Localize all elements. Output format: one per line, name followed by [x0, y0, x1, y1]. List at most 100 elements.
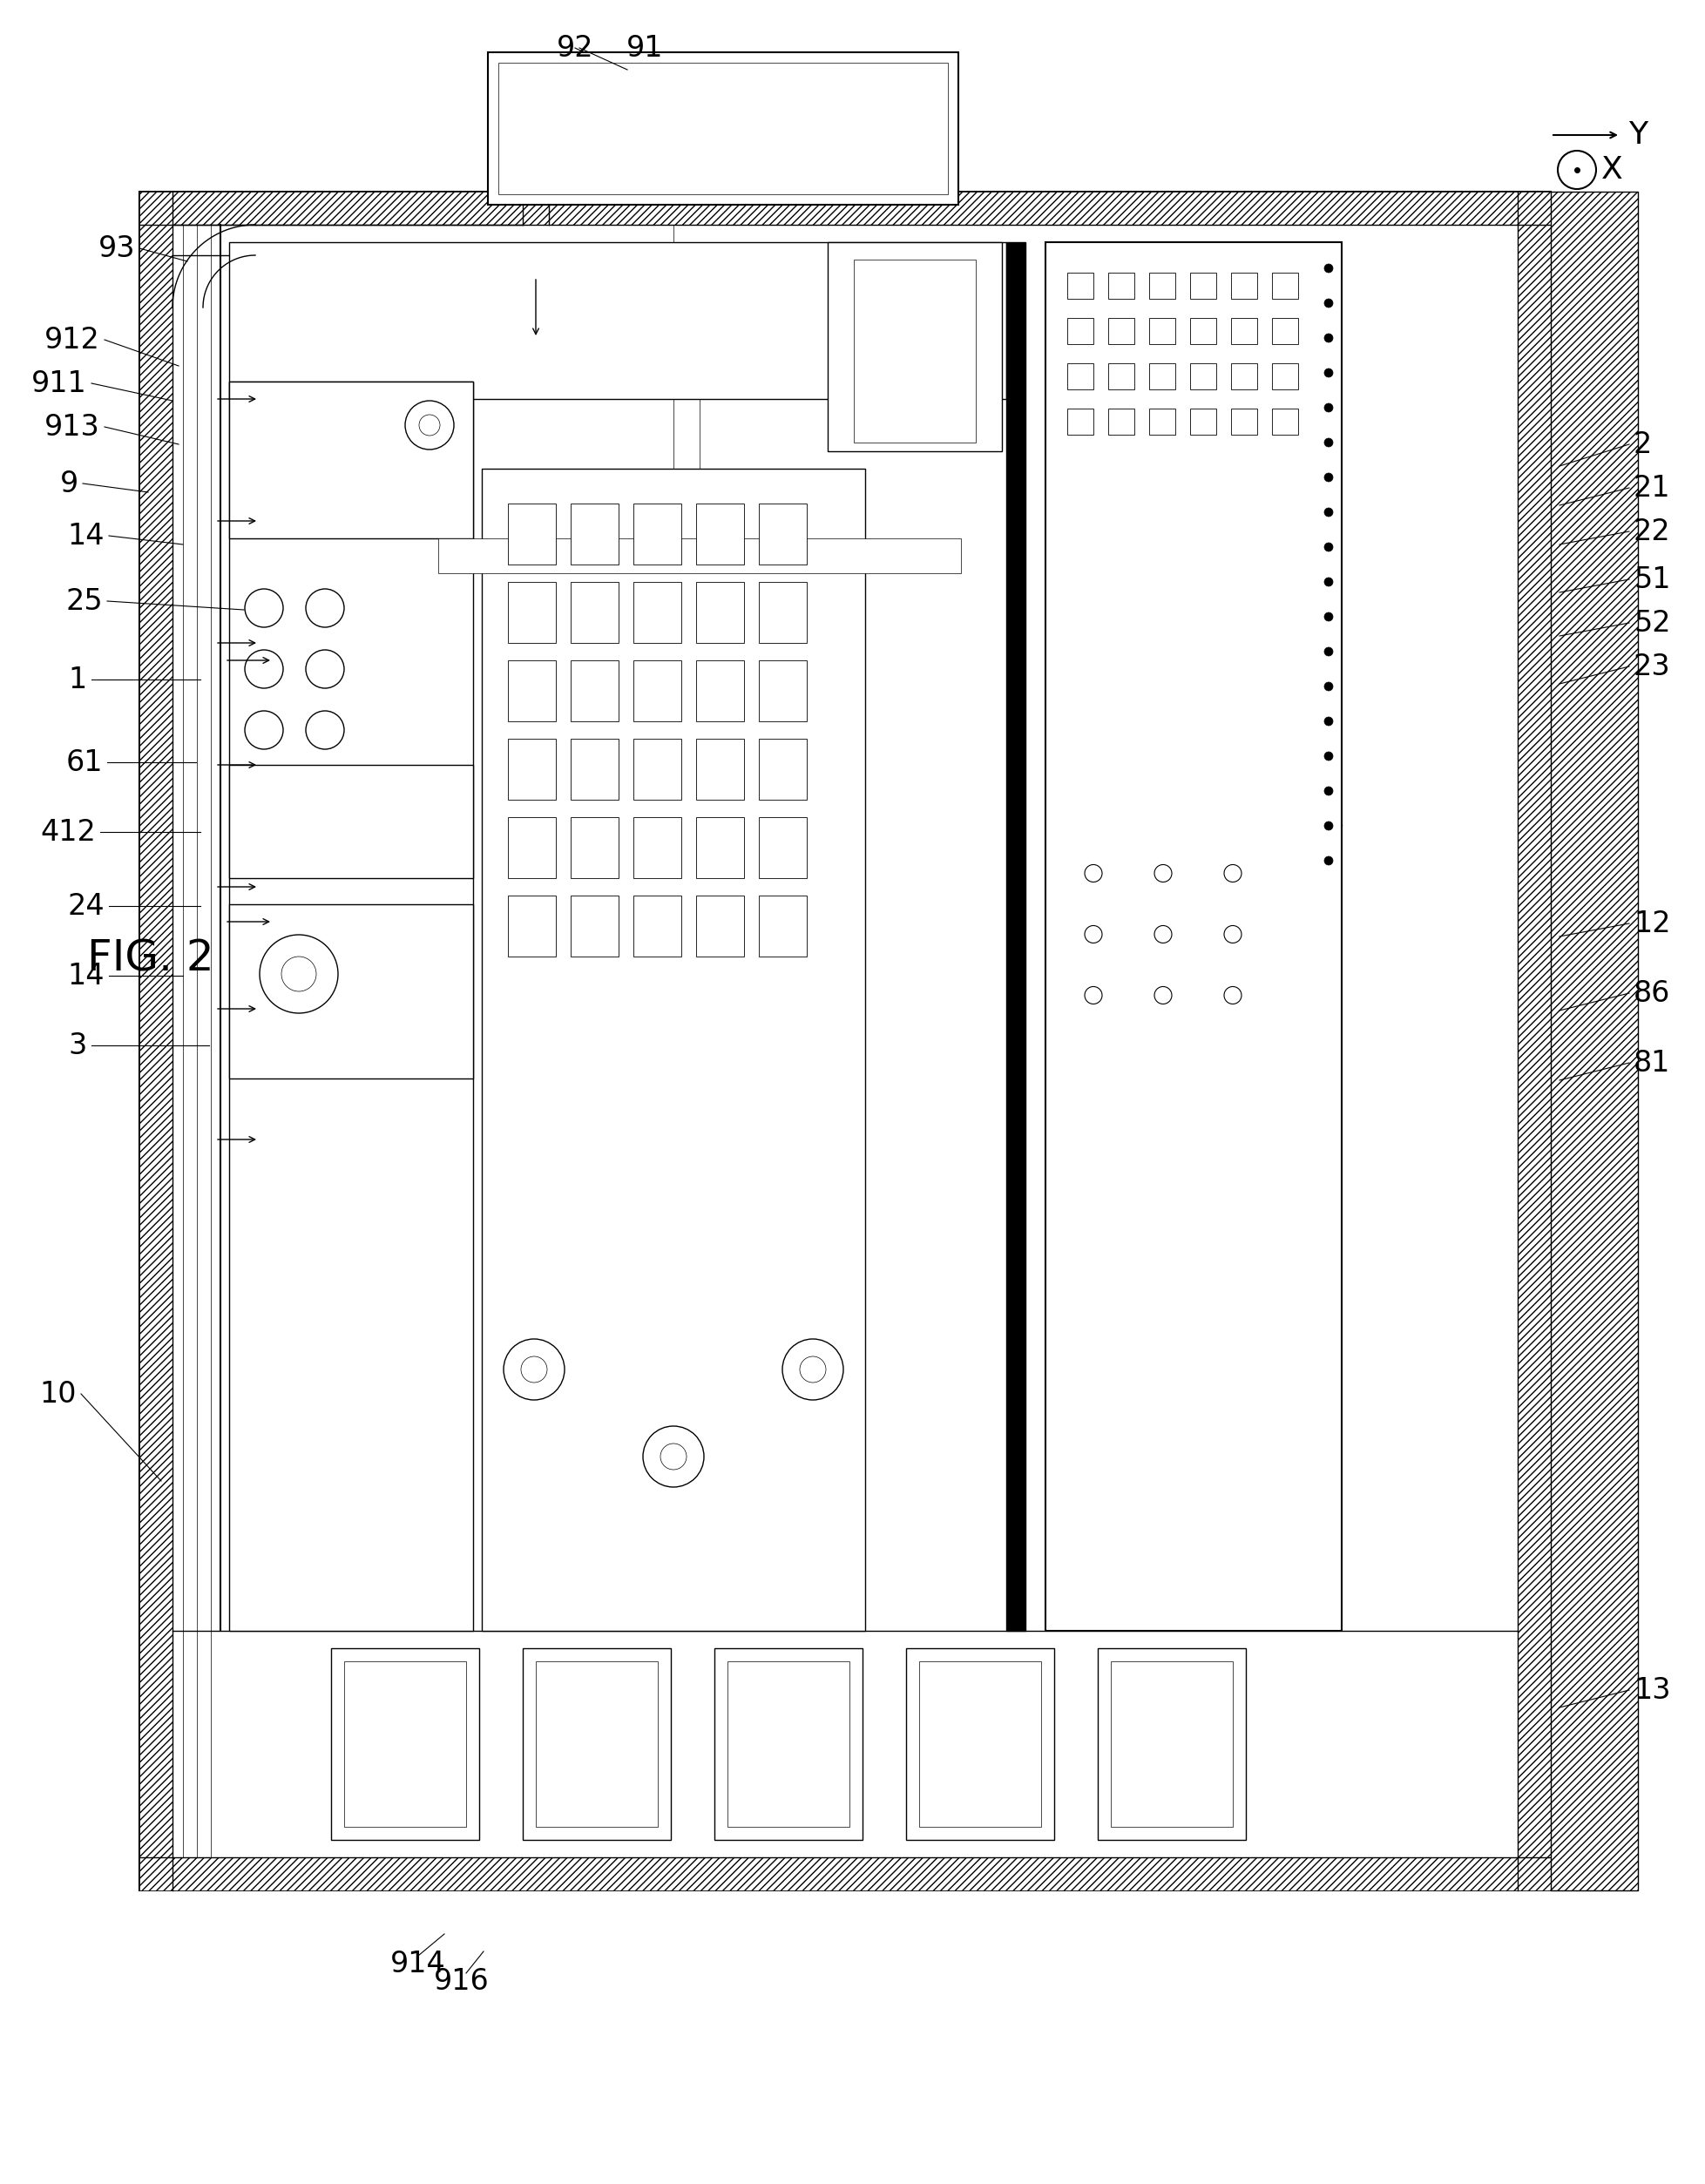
Bar: [759, 660, 806, 721]
Bar: [633, 738, 680, 799]
Bar: [535, 1662, 658, 1826]
Bar: [1045, 242, 1342, 1631]
Bar: [140, 192, 1550, 225]
Bar: [344, 1662, 465, 1826]
Bar: [571, 817, 619, 878]
Text: 912: 912: [44, 325, 101, 354]
Circle shape: [1323, 544, 1332, 550]
Text: X: X: [1601, 155, 1621, 186]
Bar: [1149, 363, 1175, 389]
Bar: [1110, 1662, 1233, 1826]
Bar: [759, 581, 806, 642]
Bar: [571, 738, 619, 799]
Bar: [1190, 319, 1216, 345]
Circle shape: [1323, 612, 1332, 620]
Bar: [633, 581, 680, 642]
Bar: [1190, 273, 1216, 299]
Bar: [1067, 319, 1093, 345]
Bar: [1067, 408, 1093, 435]
Circle shape: [1323, 577, 1332, 585]
Bar: [488, 52, 958, 205]
Text: 1: 1: [68, 666, 87, 695]
Bar: [508, 660, 556, 721]
Bar: [696, 895, 743, 957]
Bar: [508, 505, 556, 563]
Bar: [1149, 319, 1175, 345]
Text: FIG. 2: FIG. 2: [87, 937, 213, 978]
Bar: [1149, 408, 1175, 435]
Bar: [827, 242, 1001, 452]
Circle shape: [1323, 856, 1332, 865]
Bar: [1517, 192, 1550, 1891]
Bar: [140, 192, 172, 1891]
Bar: [228, 904, 472, 1079]
Bar: [1550, 192, 1637, 1891]
Bar: [854, 260, 975, 443]
Bar: [633, 505, 680, 563]
Circle shape: [1323, 474, 1332, 483]
Circle shape: [1323, 681, 1332, 690]
Text: 13: 13: [1633, 1675, 1669, 1704]
Circle shape: [1323, 334, 1332, 343]
Text: 21: 21: [1633, 474, 1669, 502]
Bar: [1098, 1649, 1245, 1839]
Circle shape: [1323, 439, 1332, 448]
Bar: [696, 817, 743, 878]
Bar: [905, 1649, 1054, 1839]
Bar: [508, 738, 556, 799]
Bar: [1231, 363, 1257, 389]
Bar: [1149, 273, 1175, 299]
Bar: [1108, 319, 1134, 345]
Text: 913: 913: [44, 413, 101, 441]
Bar: [1231, 408, 1257, 435]
Bar: [759, 895, 806, 957]
Text: 24: 24: [68, 891, 104, 919]
Bar: [508, 817, 556, 878]
Bar: [571, 505, 619, 563]
Text: 412: 412: [41, 817, 95, 847]
Text: 93: 93: [97, 234, 135, 262]
Bar: [140, 192, 1550, 1891]
Bar: [1067, 273, 1093, 299]
Text: 22: 22: [1633, 518, 1669, 546]
Bar: [571, 660, 619, 721]
Bar: [1231, 319, 1257, 345]
Bar: [714, 1649, 863, 1839]
Circle shape: [1323, 404, 1332, 413]
Bar: [1272, 408, 1298, 435]
Text: 12: 12: [1633, 909, 1669, 937]
Bar: [438, 539, 960, 572]
Text: 14: 14: [68, 961, 104, 989]
Text: Y: Y: [1628, 120, 1647, 151]
Bar: [1190, 363, 1216, 389]
Text: 25: 25: [65, 587, 102, 616]
Bar: [228, 382, 472, 1631]
Bar: [696, 738, 743, 799]
Text: 91: 91: [626, 33, 663, 63]
Text: 916: 916: [433, 1968, 489, 1996]
Bar: [1108, 363, 1134, 389]
Bar: [571, 895, 619, 957]
Circle shape: [1323, 509, 1332, 518]
Circle shape: [1323, 369, 1332, 378]
Bar: [1067, 363, 1093, 389]
Bar: [1006, 242, 1025, 1631]
Bar: [1108, 273, 1134, 299]
Bar: [919, 1662, 1040, 1826]
Text: 10: 10: [39, 1380, 77, 1409]
Bar: [228, 764, 472, 878]
Bar: [696, 660, 743, 721]
Text: 2: 2: [1633, 430, 1652, 459]
Bar: [633, 895, 680, 957]
Text: 23: 23: [1633, 653, 1669, 681]
Bar: [522, 1649, 670, 1839]
Bar: [759, 738, 806, 799]
Circle shape: [1323, 751, 1332, 760]
Text: 9: 9: [60, 470, 78, 498]
Text: 92: 92: [556, 33, 593, 63]
Bar: [571, 581, 619, 642]
Circle shape: [1323, 264, 1332, 273]
Bar: [1272, 319, 1298, 345]
Circle shape: [1323, 646, 1332, 655]
Text: 3: 3: [68, 1031, 87, 1059]
